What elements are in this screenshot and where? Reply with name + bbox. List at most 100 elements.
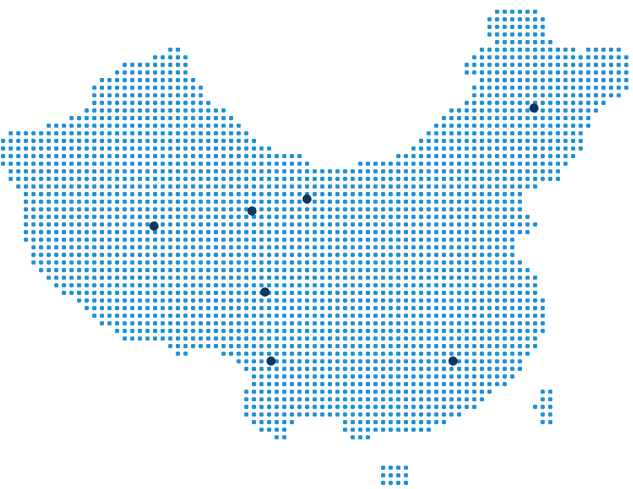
map-dot bbox=[289, 222, 294, 227]
map-dot bbox=[274, 245, 279, 250]
map-dot bbox=[137, 123, 142, 128]
map-dot bbox=[510, 123, 515, 128]
map-dot bbox=[563, 85, 568, 90]
map-dot bbox=[495, 55, 500, 60]
map-dot bbox=[229, 131, 234, 136]
map-dot bbox=[381, 420, 386, 425]
map-dot bbox=[350, 366, 355, 371]
map-dot bbox=[548, 154, 553, 159]
map-dot bbox=[487, 55, 492, 60]
map-dot bbox=[365, 435, 370, 440]
map-dot bbox=[99, 100, 104, 105]
map-dot bbox=[396, 222, 401, 227]
map-dot bbox=[495, 85, 500, 90]
map-dot bbox=[548, 62, 553, 67]
location-dot-icon[interactable] bbox=[247, 206, 257, 216]
map-dot bbox=[502, 374, 507, 379]
map-dot bbox=[183, 252, 188, 257]
map-dot bbox=[297, 298, 302, 303]
map-dot bbox=[548, 116, 553, 121]
map-dot bbox=[297, 336, 302, 341]
map-dot bbox=[206, 321, 211, 326]
map-dot bbox=[533, 222, 538, 227]
map-dot bbox=[388, 207, 393, 212]
map-dot bbox=[160, 252, 165, 257]
map-dot bbox=[39, 237, 44, 242]
map-dot bbox=[39, 146, 44, 151]
map-dot bbox=[327, 321, 332, 326]
map-dot bbox=[449, 222, 454, 227]
map-dot bbox=[213, 268, 218, 273]
map-dot bbox=[457, 192, 462, 197]
map-dot bbox=[426, 313, 431, 318]
map-dot bbox=[251, 230, 256, 235]
location-dot-icon[interactable] bbox=[266, 356, 276, 366]
map-dot bbox=[160, 192, 165, 197]
map-dot bbox=[335, 169, 340, 174]
map-dot bbox=[274, 283, 279, 288]
map-dot bbox=[168, 93, 173, 98]
map-dot bbox=[244, 359, 249, 364]
map-dot bbox=[274, 260, 279, 265]
location-dot-icon[interactable] bbox=[448, 356, 458, 366]
map-dot bbox=[130, 275, 135, 280]
map-dot bbox=[229, 237, 234, 242]
map-dot bbox=[502, 328, 507, 333]
map-dot bbox=[517, 298, 522, 303]
map-dot bbox=[403, 237, 408, 242]
map-dot bbox=[434, 237, 439, 242]
map-dot bbox=[198, 298, 203, 303]
map-dot bbox=[320, 230, 325, 235]
map-dot bbox=[388, 397, 393, 402]
map-dot bbox=[472, 404, 477, 409]
map-dot bbox=[350, 389, 355, 394]
map-dot bbox=[502, 260, 507, 265]
map-dot bbox=[381, 290, 386, 295]
map-dot bbox=[388, 366, 393, 371]
map-dot bbox=[495, 17, 500, 22]
map-dot bbox=[419, 313, 424, 318]
map-dot bbox=[274, 290, 279, 295]
map-dot bbox=[358, 169, 363, 174]
location-dot-icon[interactable] bbox=[529, 103, 539, 113]
map-dot bbox=[69, 214, 74, 219]
map-dot bbox=[358, 245, 363, 250]
map-dot bbox=[434, 138, 439, 143]
location-dot-icon[interactable] bbox=[260, 287, 270, 297]
map-dot bbox=[464, 138, 469, 143]
map-dot bbox=[282, 237, 287, 242]
map-dot bbox=[396, 207, 401, 212]
map-dot bbox=[525, 306, 530, 311]
map-dot bbox=[510, 237, 515, 242]
map-dot bbox=[305, 260, 310, 265]
map-dot bbox=[533, 169, 538, 174]
map-dot bbox=[122, 306, 127, 311]
map-dot bbox=[411, 404, 416, 409]
map-dot bbox=[282, 283, 287, 288]
location-dot-icon[interactable] bbox=[302, 194, 312, 204]
map-dot bbox=[434, 123, 439, 128]
map-dot bbox=[396, 283, 401, 288]
map-dot bbox=[160, 245, 165, 250]
map-dot bbox=[396, 245, 401, 250]
map-dot bbox=[320, 382, 325, 387]
map-dot bbox=[343, 245, 348, 250]
map-dot bbox=[8, 146, 13, 151]
location-dot-icon[interactable] bbox=[149, 221, 159, 231]
map-dot bbox=[335, 321, 340, 326]
map-dot bbox=[213, 298, 218, 303]
map-dot bbox=[206, 176, 211, 181]
map-dot bbox=[137, 290, 142, 295]
map-dot bbox=[236, 161, 241, 166]
map-dot bbox=[282, 192, 287, 197]
map-dot bbox=[130, 237, 135, 242]
map-dot bbox=[411, 427, 416, 432]
map-dot bbox=[8, 176, 13, 181]
map-dot bbox=[115, 70, 120, 75]
map-dot bbox=[426, 366, 431, 371]
map-dot bbox=[601, 70, 606, 75]
map-dot bbox=[191, 192, 196, 197]
map-dot bbox=[206, 252, 211, 257]
map-dot bbox=[487, 199, 492, 204]
map-dot bbox=[259, 306, 264, 311]
